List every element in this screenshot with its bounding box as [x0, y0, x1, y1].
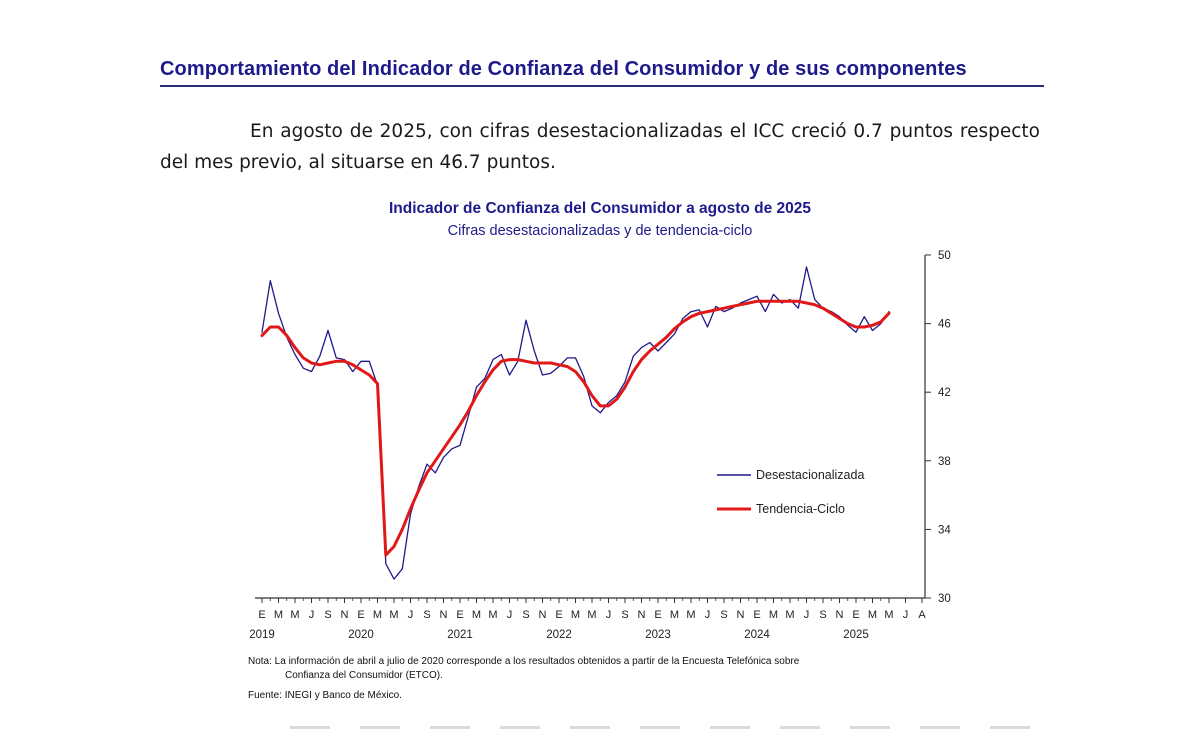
x-month-label: E	[456, 609, 463, 621]
x-month-label: M	[290, 609, 299, 621]
x-year-label: 2025	[843, 629, 869, 641]
legend-label: Desestacionalizada	[756, 468, 864, 482]
x-month-label: M	[884, 609, 893, 621]
x-month-label: M	[389, 609, 398, 621]
x-month-label: M	[785, 609, 794, 621]
x-month-label: M	[488, 609, 497, 621]
x-month-label: S	[324, 609, 331, 621]
x-month-label: J	[903, 609, 909, 621]
series-line-tendencia-ciclo	[260, 299, 891, 557]
x-month-label: J	[507, 609, 513, 621]
x-month-label: M	[670, 609, 679, 621]
y-tick-label: 42	[938, 387, 951, 399]
x-month-label: J	[408, 609, 414, 621]
note-line-1: Nota: La información de abril a julio de…	[248, 656, 800, 667]
chart-title: Indicador de Confianza del Consumidor a …	[388, 200, 812, 217]
x-month-label: M	[571, 609, 580, 621]
chart-subtitle: Cifras desestacionalizadas y de tendenci…	[447, 223, 753, 239]
chart-source: Fuente: INEGI y Banco de México.	[248, 690, 402, 701]
x-year-label: 2024	[744, 629, 770, 641]
chart-note: Nota: La información de abril a julio de…	[248, 655, 968, 683]
x-year-label: 2020	[348, 629, 374, 641]
x-year-label: 2023	[645, 629, 671, 641]
x-month-label: E	[555, 609, 562, 621]
x-month-label: S	[819, 609, 826, 621]
x-month-label: E	[357, 609, 364, 621]
x-month-label: A	[918, 609, 926, 621]
chart-series	[260, 266, 891, 580]
x-month-label: N	[440, 609, 448, 621]
note-line-2: Confianza del Consumidor (ETCO).	[285, 670, 443, 681]
x-year-label: 2021	[447, 629, 473, 641]
y-tick-label: 38	[938, 456, 951, 468]
x-month-label: M	[472, 609, 481, 621]
x-month-label: S	[621, 609, 628, 621]
y-tick-label: 30	[938, 593, 951, 605]
x-month-label: M	[769, 609, 778, 621]
x-year-label: 2019	[249, 629, 275, 641]
x-month-label: J	[309, 609, 315, 621]
y-tick-label: 46	[938, 319, 951, 331]
x-month-label: E	[258, 609, 265, 621]
chart-legend: Desestacionalizada Tendencia-Ciclo	[717, 468, 864, 516]
y-tick-label: 34	[938, 524, 951, 536]
series-line-desestacionalizada	[261, 266, 890, 580]
x-month-label: J	[705, 609, 711, 621]
x-month-label: N	[836, 609, 844, 621]
x-year-label: 2022	[546, 629, 572, 641]
x-month-label: S	[720, 609, 727, 621]
summary-paragraph: En agosto de 2025, con cifras desestacio…	[160, 121, 1040, 173]
x-month-label: J	[606, 609, 612, 621]
x-month-label: E	[852, 609, 859, 621]
x-month-label: M	[274, 609, 283, 621]
y-tick-label: 50	[938, 250, 951, 262]
x-month-label: S	[423, 609, 430, 621]
section-divider	[160, 85, 1044, 87]
x-month-label: M	[868, 609, 877, 621]
legend-label: Tendencia-Ciclo	[756, 502, 845, 516]
cut-off-text-line	[290, 726, 1030, 729]
x-month-label: M	[373, 609, 382, 621]
section-title: Comportamiento del Indicador de Confianz…	[160, 58, 967, 80]
x-month-label: E	[654, 609, 661, 621]
x-month-label: N	[539, 609, 547, 621]
x-month-label: J	[804, 609, 810, 621]
x-month-label: E	[753, 609, 760, 621]
x-month-label: M	[686, 609, 695, 621]
x-month-label: M	[587, 609, 596, 621]
x-month-label: S	[522, 609, 529, 621]
x-month-label: N	[638, 609, 646, 621]
x-month-label: N	[341, 609, 349, 621]
x-month-label: N	[737, 609, 745, 621]
